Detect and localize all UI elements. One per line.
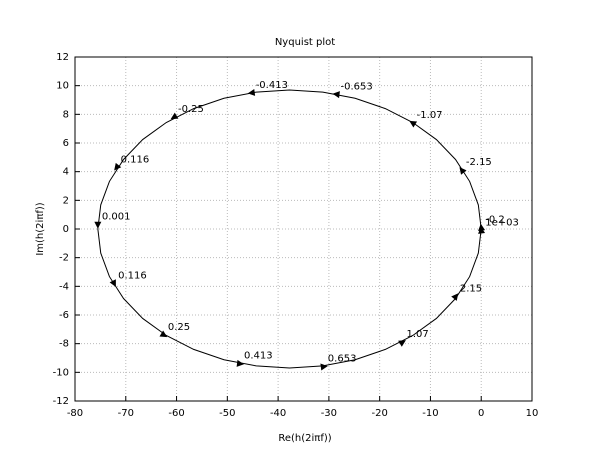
- x-tick-label: -50: [219, 408, 235, 419]
- frequency-label: 0.413: [244, 351, 273, 362]
- y-tick-label: 6: [63, 138, 69, 149]
- x-tick-label: -30: [321, 408, 337, 419]
- x-tick-label: -70: [118, 408, 134, 419]
- plot-frame: [74, 56, 533, 402]
- y-tick-label: -10: [53, 367, 69, 378]
- arrow-head: [159, 330, 168, 338]
- arrow-head: [332, 91, 340, 99]
- frequency-label: 0.653: [328, 354, 357, 365]
- frequency-label: 0.116: [118, 270, 147, 281]
- arrow-head: [114, 162, 122, 171]
- frequency-label: 0.001: [102, 212, 131, 223]
- x-tick-label: -60: [168, 408, 184, 419]
- arrow-head: [109, 279, 116, 288]
- frequency-label: -0.413: [256, 80, 288, 91]
- x-tick-label: -20: [371, 408, 387, 419]
- x-tick-label: 0: [478, 408, 484, 419]
- arrow-head: [478, 223, 486, 231]
- arrow-head: [170, 112, 179, 120]
- arrow-head: [236, 359, 244, 367]
- frequency-label: 1e+03: [485, 217, 519, 228]
- y-tick-label: -2: [59, 253, 69, 264]
- frequency-label: 0.116: [121, 154, 150, 165]
- arrow-head: [459, 167, 467, 175]
- x-tick-label: 10: [526, 408, 539, 419]
- arrow-head: [398, 340, 406, 347]
- arrow-head: [320, 363, 328, 371]
- y-tick-label: -4: [59, 281, 69, 292]
- x-tick-label: -40: [270, 408, 286, 419]
- arrow-head: [247, 88, 256, 96]
- x-axis-label: Re(h(2iπf)): [278, 433, 331, 444]
- y-tick-label: 8: [63, 109, 69, 120]
- frequency-label: -2.15: [466, 157, 492, 168]
- frequency-label: -0.2: [485, 215, 505, 226]
- frequency-label: -0.653: [341, 81, 373, 92]
- curve: [97, 89, 482, 369]
- y-tick-label: 12: [56, 52, 69, 63]
- frequency-label: -1.07: [417, 110, 443, 121]
- y-axis-label: Im(h(2iπf)): [35, 202, 46, 255]
- y-tick-label: 2: [63, 195, 69, 206]
- frequency-label: -0.25: [178, 104, 204, 115]
- y-tick-label: -8: [59, 339, 69, 350]
- frequency-label: 1.07: [407, 329, 429, 340]
- frequency-label: 0.25: [168, 322, 190, 333]
- frequency-label: 2.15: [460, 283, 482, 294]
- y-tick-label: 4: [63, 167, 69, 178]
- y-tick-label: -12: [53, 396, 69, 407]
- arrow-head: [94, 221, 102, 229]
- chart-title: Nyquist plot: [275, 37, 335, 48]
- x-tick-label: -10: [422, 408, 438, 419]
- y-tick-label: 0: [63, 224, 69, 235]
- x-tick-label: -80: [67, 408, 83, 419]
- y-tick-label: -6: [59, 310, 69, 321]
- arrow-head: [451, 293, 459, 301]
- arrow-head: [409, 120, 418, 128]
- y-tick-label: 10: [56, 81, 69, 92]
